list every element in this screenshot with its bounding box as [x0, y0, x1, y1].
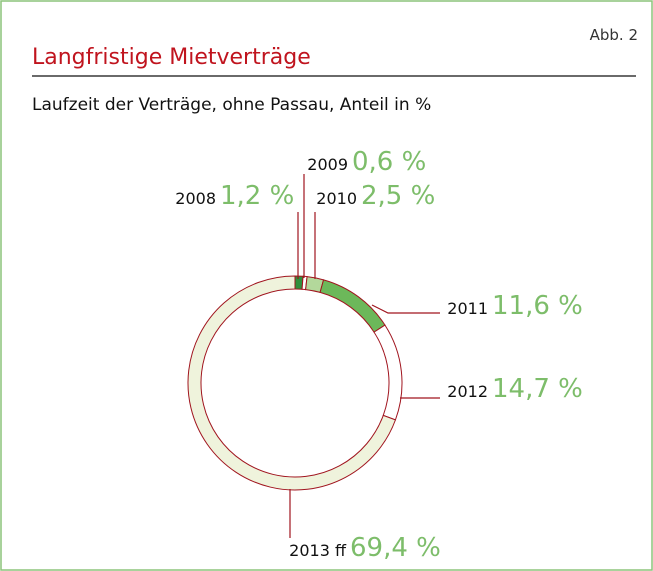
- chart-title: Langfristige Mietverträge: [32, 45, 311, 70]
- donut-segment: [187, 275, 397, 491]
- figure-label: Abb. 2: [590, 26, 638, 44]
- value-label: 14,7 %: [492, 374, 583, 404]
- chart-subtitle: Laufzeit der Verträge, ohne Passau, Ante…: [32, 95, 431, 115]
- value-label: 2,5 %: [361, 181, 435, 211]
- category-label: 2013 ff: [289, 541, 347, 560]
- category-label: 2011: [447, 299, 488, 318]
- leader-line: [371, 304, 440, 314]
- category-label: 2012: [447, 382, 488, 401]
- category-label: 2008: [175, 189, 216, 208]
- value-label: 11,6 %: [492, 291, 583, 321]
- value-label: 1,2 %: [220, 181, 294, 211]
- value-label: 0,6 %: [352, 147, 426, 177]
- value-label: 69,4 %: [350, 533, 441, 563]
- category-label: 2010: [316, 189, 357, 208]
- category-label: 2009: [307, 155, 348, 174]
